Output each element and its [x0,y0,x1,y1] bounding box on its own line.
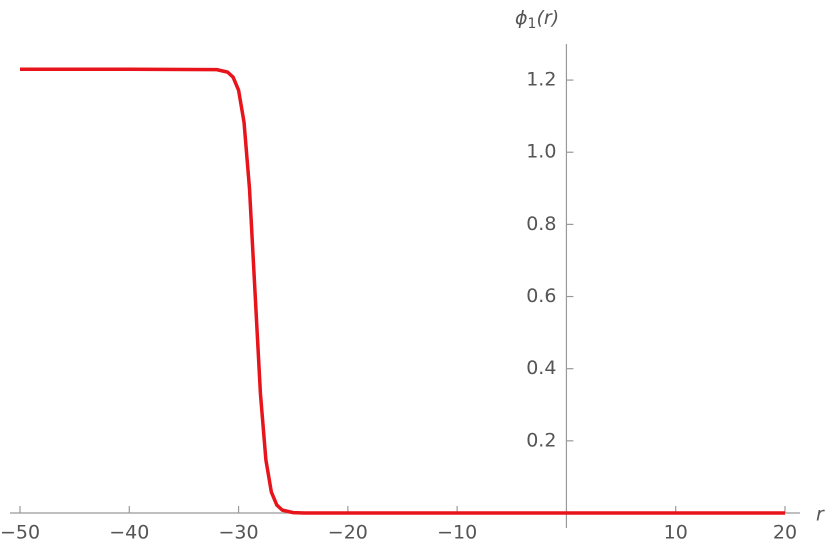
y-tick-label: 0.4 [526,357,556,379]
y-tick-label: 0.6 [526,285,556,307]
x-tick-label: −20 [328,522,368,544]
y-axis-label: ϕ1(r) [515,7,559,33]
x-tick-label: −10 [437,522,477,544]
x-tick-label: 20 [773,522,797,544]
x-axis-label: r [816,504,825,526]
y-tick-label: 0.2 [526,429,556,451]
y-label-argument: (r) [536,7,559,29]
y-label-subscript: 1 [528,16,537,32]
y-tick-label: 1.0 [526,141,556,163]
x-tick-label: −50 [0,522,40,544]
x-tick-label: 10 [664,522,688,544]
x-tick-label: −30 [219,522,259,544]
y-tick-label: 1.2 [526,69,556,91]
line-series [20,67,785,515]
x-tick-label: −40 [109,522,149,544]
y-tick-label: 0.8 [526,213,556,235]
y-label-symbol: ϕ [515,7,528,29]
